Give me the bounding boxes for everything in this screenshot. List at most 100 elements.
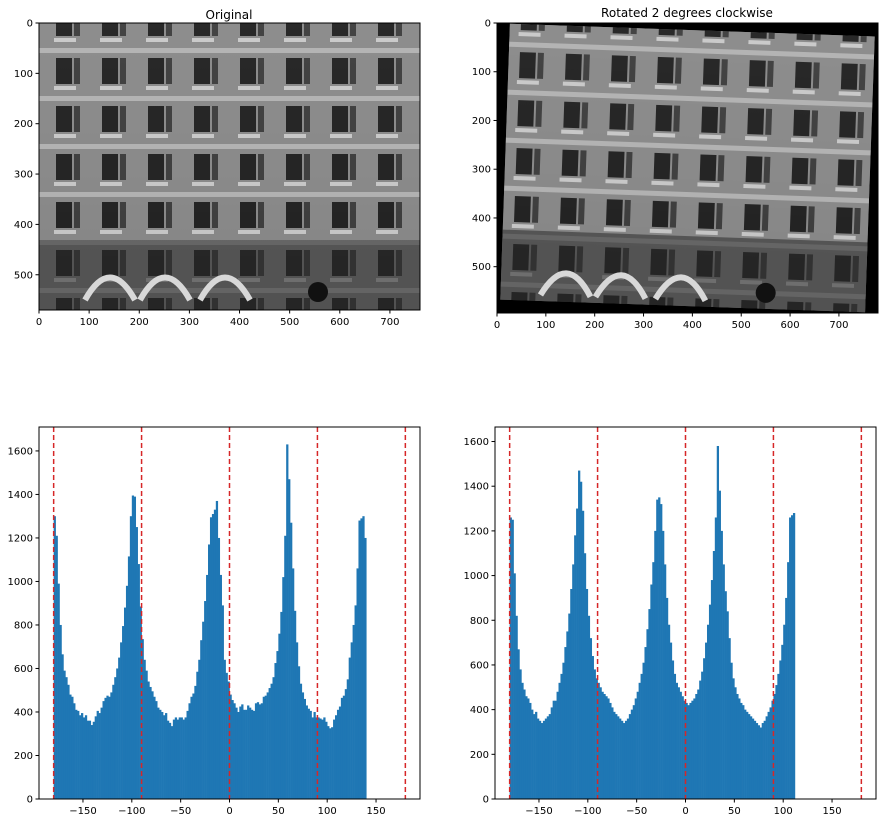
ytick-label: 0: [483, 795, 489, 806]
hist-bar: [225, 672, 228, 799]
hist-bar: [611, 707, 614, 799]
hist-bar: [309, 710, 312, 799]
hist-bar: [540, 723, 544, 799]
hist-bar: [329, 728, 332, 799]
hist-bar: [323, 717, 326, 799]
xtick-label: 0: [226, 806, 232, 817]
hist-bar: [677, 687, 680, 799]
hist-bar: [63, 670, 66, 799]
hist-bar: [293, 610, 297, 799]
hist-bar: [192, 693, 195, 799]
hist-bar: [108, 696, 111, 799]
hist-bar: [266, 692, 269, 799]
hist-bar: [247, 705, 250, 799]
ytick-label: 1600: [464, 437, 489, 448]
hist-bar: [789, 517, 792, 799]
xtick-label: −150: [525, 806, 552, 817]
hist-bar: [67, 684, 70, 799]
hist-bar: [149, 686, 152, 799]
hist-bar: [342, 695, 346, 799]
hist-bar: [720, 530, 723, 799]
hist-bar: [724, 591, 727, 799]
yaxis-rotated: 0 100 200 300 400 500: [472, 19, 497, 273]
hist-bar: [769, 707, 772, 799]
hist-bar: [572, 564, 575, 799]
hist-bar: [303, 698, 306, 799]
hist-bar: [615, 714, 618, 799]
hist-bar: [178, 717, 181, 799]
hist-bar: [69, 694, 72, 799]
hist-bar: [632, 705, 635, 799]
hist-bar: [791, 515, 794, 799]
hist-bar: [137, 564, 140, 799]
hist-bar: [276, 651, 279, 799]
hist-bar: [286, 444, 289, 799]
hist-bar: [165, 713, 168, 799]
hist-bar: [562, 662, 565, 799]
hist-bar: [249, 707, 252, 799]
hist-bar: [537, 718, 540, 799]
hist-bar: [55, 535, 58, 799]
hist-bar: [673, 673, 677, 799]
hist-bar: [630, 709, 634, 799]
xtick-label: 500: [280, 317, 299, 328]
hist-bar: [689, 702, 692, 799]
xaxis-hist-rotated: −150 −100 −50 0 50 100 150: [525, 799, 842, 817]
hist-bar: [209, 517, 213, 799]
hist-bar: [59, 624, 62, 799]
hist-bar: [669, 642, 673, 799]
hist-bar: [215, 500, 219, 799]
hist-bar: [601, 691, 604, 799]
hist-bar: [122, 626, 125, 799]
hist-bar: [636, 691, 639, 799]
hist-bar: [170, 726, 174, 799]
hist-bar: [364, 537, 367, 799]
hist-bar: [159, 709, 162, 799]
hist-bar: [243, 709, 246, 799]
xtick-label: −50: [170, 806, 191, 817]
hist-bar: [129, 516, 133, 799]
hist-bar: [681, 696, 684, 799]
hist-bar: [75, 709, 78, 799]
xaxis-rotated: 0 100 200 300 400 500 600 700: [494, 313, 848, 331]
xtick-label: 50: [728, 806, 741, 817]
hist-bar: [552, 700, 555, 799]
hist-bar: [346, 679, 349, 799]
hist-bar: [196, 671, 199, 799]
hist-bar: [574, 535, 577, 799]
xtick-label: 0: [36, 317, 42, 328]
hist-bar: [626, 718, 630, 799]
ytick-label: 400: [470, 705, 489, 716]
hist-bar: [517, 649, 520, 799]
hist-bar: [728, 638, 731, 799]
hist-bar: [356, 568, 359, 799]
hist-bar: [319, 718, 322, 799]
hist-bar: [706, 624, 710, 799]
hist-bar: [622, 723, 626, 799]
hist-bar: [787, 562, 790, 799]
hist-bar: [155, 701, 158, 799]
hist-bar: [110, 692, 113, 799]
subplot-hist-rotated: −150 −100 −50 0 50 100 150 0 200 400 600 800 1000 12…: [464, 426, 877, 817]
hist-bar: [352, 624, 355, 799]
hist-bar: [581, 510, 585, 799]
xtick-label: 400: [230, 317, 249, 328]
hist-bar: [515, 615, 518, 799]
hist-bar: [695, 693, 698, 799]
hist-bar: [683, 700, 686, 799]
hist-bar: [348, 657, 351, 799]
hist-bar: [118, 657, 121, 799]
xtick-label: 300: [634, 320, 653, 331]
hist-bar: [761, 723, 764, 799]
hist-bar: [556, 691, 559, 799]
title-original: Original: [206, 8, 253, 22]
hist-bar: [587, 615, 591, 799]
ytick-label: 100: [14, 69, 33, 80]
xtick-label: −100: [118, 806, 145, 817]
hist-bar: [566, 631, 569, 799]
xtick-label: 50: [272, 806, 285, 817]
ytick-label: 200: [470, 750, 489, 761]
hist-bar: [237, 711, 240, 799]
hist-bar: [646, 629, 649, 799]
hist-bar: [716, 445, 720, 799]
